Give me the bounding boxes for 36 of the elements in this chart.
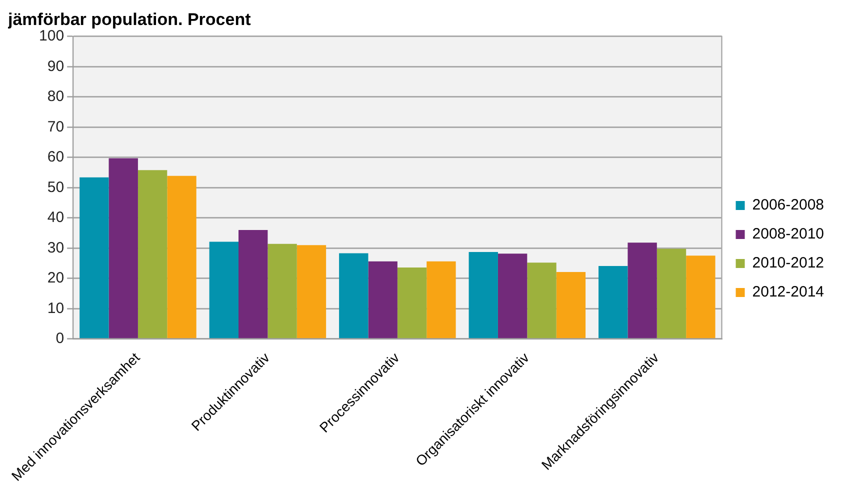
legend-label: 2008-2010 xyxy=(752,226,824,243)
y-tick-label: 50 xyxy=(47,178,64,196)
y-tick-label: 90 xyxy=(47,58,64,75)
bar xyxy=(339,253,368,338)
bar xyxy=(209,242,239,338)
y-tick-label: 20 xyxy=(47,270,64,287)
bar xyxy=(108,158,138,338)
bar xyxy=(656,248,686,338)
legend-label: 2012-2014 xyxy=(752,284,824,301)
bar xyxy=(80,177,109,338)
bar xyxy=(397,267,427,338)
bar xyxy=(296,245,326,338)
bar xyxy=(426,261,456,338)
y-tick-label: 10 xyxy=(47,300,64,317)
y-tick-label: 60 xyxy=(47,148,64,166)
legend-label: 2006-2008 xyxy=(752,196,824,214)
bar xyxy=(268,244,297,338)
bar xyxy=(556,272,586,338)
bar xyxy=(686,256,716,338)
legend-label: 2010-2012 xyxy=(752,254,824,272)
bar xyxy=(138,170,168,338)
bar xyxy=(167,176,196,338)
bar xyxy=(238,230,268,338)
bar xyxy=(368,261,398,338)
y-tick-label: 100 xyxy=(39,28,64,45)
bar xyxy=(598,266,628,338)
bar xyxy=(628,242,657,338)
y-tick-label: 30 xyxy=(47,239,64,256)
bar xyxy=(468,252,498,338)
y-tick-label: 80 xyxy=(47,88,64,106)
y-tick-label: 0 xyxy=(56,330,64,348)
y-tick-label: 70 xyxy=(47,118,64,136)
chart-title: jämförbar population. Procent xyxy=(7,10,252,29)
bar xyxy=(527,262,556,338)
bar xyxy=(498,254,528,338)
y-tick-label: 40 xyxy=(47,209,64,226)
